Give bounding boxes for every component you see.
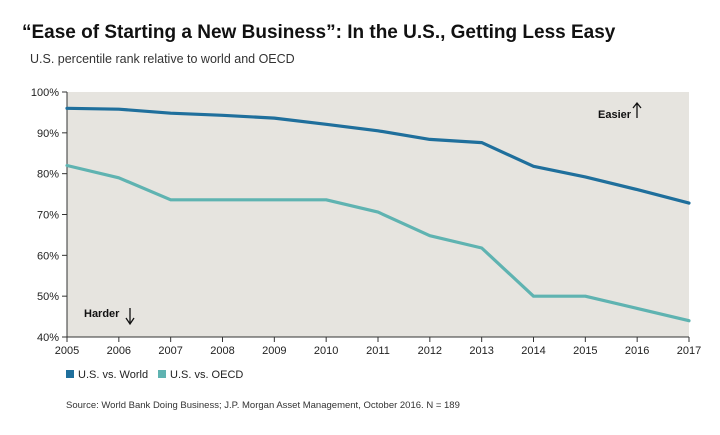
y-tick-label: 80%	[37, 169, 59, 181]
y-tick-label: 70%	[37, 210, 59, 222]
x-tick-label: 2008	[210, 345, 234, 357]
x-tick-label: 2006	[107, 345, 131, 357]
source-note: Source: World Bank Doing Business; J.P. …	[66, 400, 460, 411]
x-tick-label: 2009	[262, 345, 286, 357]
x-tick-label: 2015	[573, 345, 597, 357]
y-tick-label: 100%	[31, 87, 59, 99]
x-tick-label: 2013	[469, 345, 493, 357]
x-tick-label: 2012	[418, 345, 442, 357]
x-tick-label: 2007	[158, 345, 182, 357]
y-axis: 40% 50% 60% 70% 80% 90% 100%	[31, 87, 68, 344]
legend-swatch-u-s-vs-oecd	[158, 370, 166, 378]
x-tick-label: 2005	[55, 345, 79, 357]
arrow-down-icon	[125, 308, 135, 326]
y-tick-label: 50%	[37, 291, 59, 303]
legend-label-u-s-vs-world: U.S. vs. World	[78, 369, 148, 381]
x-axis: 2005 2006 2007 2008 2009 2010 2011 2012 2013 2014…	[55, 336, 701, 357]
chart-subtitle: U.S. percentile rank relative to world a…	[30, 52, 295, 66]
legend: U.S. vs. World U.S. vs. OECD	[66, 369, 243, 381]
chart-title: “Ease of Starting a New Business”: In th…	[22, 22, 616, 43]
y-tick-label: 90%	[37, 128, 59, 140]
x-tick-label: 2010	[314, 345, 338, 357]
legend-label-u-s-vs-oecd: U.S. vs. OECD	[170, 369, 243, 381]
arrow-up-icon	[632, 101, 642, 118]
x-tick-label: 2017	[677, 345, 701, 357]
annotation-easier: Easier	[598, 109, 632, 121]
x-tick-label: 2014	[521, 345, 545, 357]
x-tick-label: 2016	[625, 345, 649, 357]
series-lines	[65, 106, 691, 323]
legend-swatch-u-s-vs-world	[66, 370, 74, 378]
annotation-harder: Harder	[84, 308, 120, 320]
x-tick-label: 2011	[366, 345, 390, 357]
y-tick-label: 40%	[37, 332, 59, 344]
annotations: Easier Harder	[84, 101, 642, 326]
y-tick-label: 60%	[37, 250, 59, 262]
